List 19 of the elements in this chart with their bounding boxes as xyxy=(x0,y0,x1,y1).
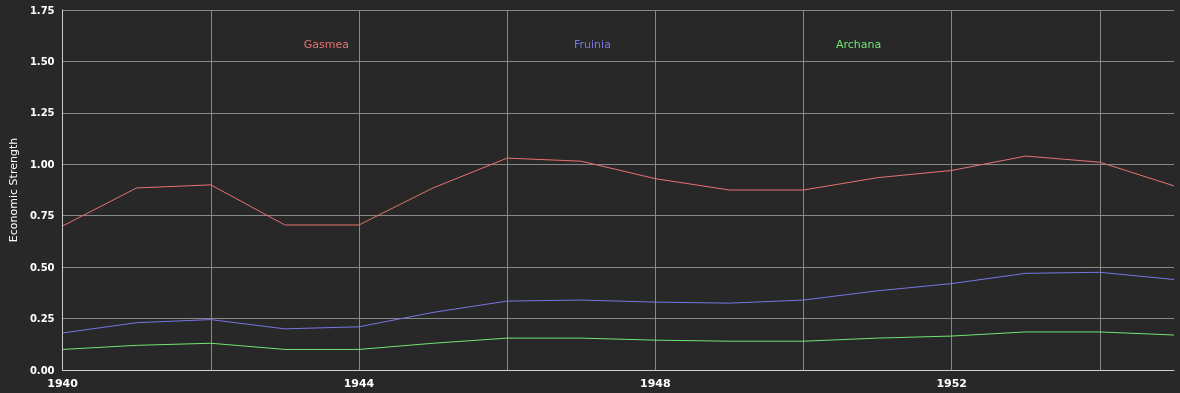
y-tick-label: 0.50 xyxy=(29,261,55,273)
line-series xyxy=(62,155,1175,227)
text: Archana xyxy=(835,37,882,51)
text: Fruinia xyxy=(574,37,611,51)
text: Gasmea xyxy=(303,37,350,51)
y-axis-title: Economic Strength xyxy=(7,137,20,243)
x-tick-label: 1948 xyxy=(640,377,671,390)
y-tick-label: 1.50 xyxy=(29,55,55,67)
y-tick-label: 1.00 xyxy=(29,158,55,170)
x-tick-label: 1944 xyxy=(343,377,375,390)
y-tick-label: 1.25 xyxy=(29,107,55,119)
x-tick-label: 1952 xyxy=(936,377,968,390)
line-series xyxy=(62,331,1175,350)
x-tick-label: 1940 xyxy=(47,377,79,390)
y-tick-label: 1.75 xyxy=(29,4,55,16)
y-tick-label: 0.25 xyxy=(29,313,55,325)
y-tick-label: 0.00 xyxy=(29,364,55,376)
line-series xyxy=(62,271,1175,334)
y-tick-label: 0.75 xyxy=(29,210,55,222)
